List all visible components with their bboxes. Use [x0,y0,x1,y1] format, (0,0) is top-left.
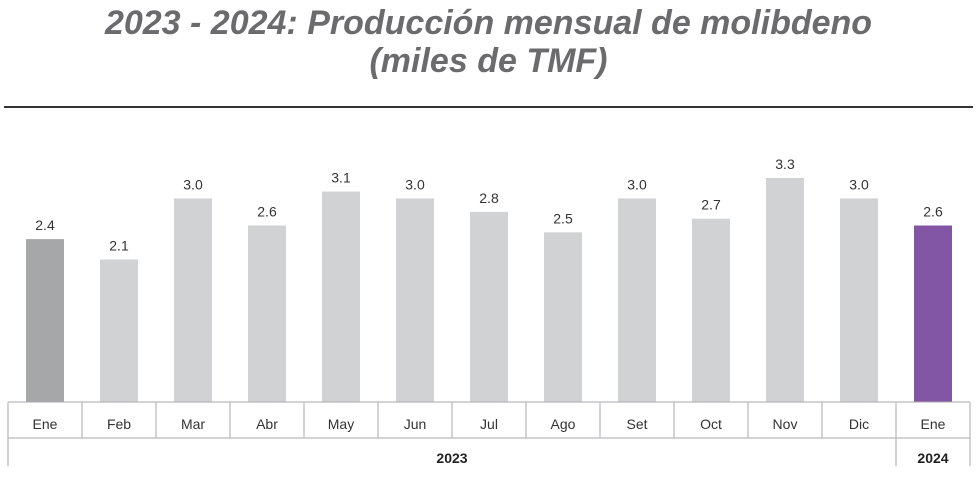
bar [840,198,878,402]
title-divider [4,106,973,108]
year-label: 2023 [436,450,467,466]
data-label: 2.5 [553,210,573,226]
data-label: 3.0 [627,176,647,192]
chart-title: 2023 - 2024: Producción mensual de molib… [0,4,977,80]
tick-label: Oct [700,416,722,432]
data-label: 2.8 [479,190,499,206]
tick-label: May [328,416,354,432]
bar [396,198,434,402]
tick-label: Ene [33,416,58,432]
bar [322,191,360,402]
bar [692,218,730,402]
bar [100,259,138,402]
data-label: 2.6 [923,204,943,220]
data-label: 3.0 [183,176,203,192]
tick-label: Dic [849,416,869,432]
chart-title-line2: (miles de TMF) [369,42,608,80]
tick-label: Nov [773,416,798,432]
tick-label: Set [626,416,647,432]
tick-label: Jul [480,416,498,432]
tick-label: Mar [181,416,205,432]
data-label: 2.7 [701,197,721,213]
data-label: 3.1 [331,170,351,186]
data-label: 3.0 [849,176,869,192]
chart-title-line1: 2023 - 2024: Producción mensual de molib… [104,4,873,42]
tick-label: Jun [404,416,427,432]
bar [618,198,656,402]
tick-label: Ago [551,416,576,432]
year-label: 2024 [917,450,948,466]
tick-label: Ene [921,416,946,432]
data-label: 2.1 [109,238,129,254]
bar [470,211,508,402]
bar [174,198,212,402]
bar [248,225,286,402]
bar [544,232,582,402]
tick-label: Abr [256,416,278,432]
data-label: 2.4 [35,217,55,233]
data-label: 3.0 [405,176,425,192]
bar [766,178,804,402]
tick-label: Feb [107,416,131,432]
data-label: 2.6 [257,204,277,220]
data-label: 3.3 [775,156,795,172]
bar [26,239,64,402]
bar [914,225,952,402]
